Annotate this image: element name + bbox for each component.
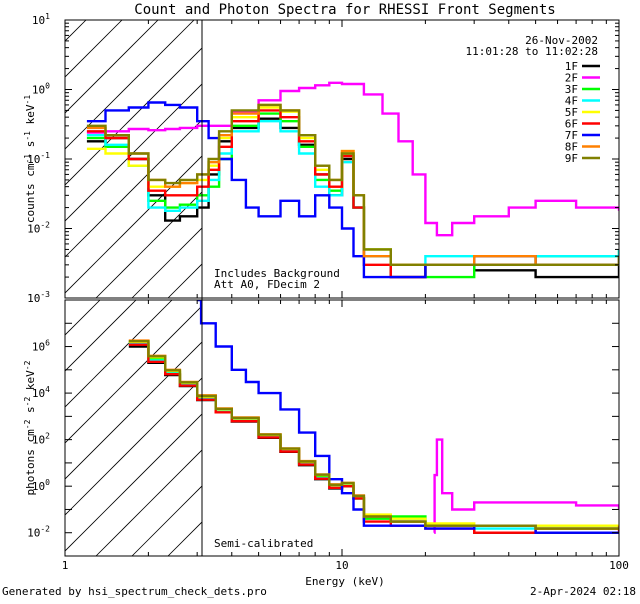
y-tick-exponent: -3 [40, 290, 50, 299]
hatch-line [65, 83, 202, 222]
y-tick-exponent: 0 [45, 478, 50, 487]
legend-label-5F: 5F [565, 106, 578, 119]
count-y-tick-label: 10-3 [27, 290, 50, 305]
hatch-line [204, 256, 504, 556]
background-annotation: Includes Background [214, 267, 340, 280]
photon-y-tick-label: 10-2 [27, 525, 50, 540]
hatch-line [384, 256, 640, 556]
y-tick-exponent: 4 [45, 385, 50, 394]
hatched-region-bottom [0, 256, 640, 556]
chart-title: Count and Photon Spectra for RHESSI Fron… [134, 2, 555, 18]
photon-y-axis-label: photons cm-2 s-2 keV-2 [23, 360, 37, 495]
date-annotation: 26-Nov-2002 [525, 34, 598, 47]
count-series-9F [86, 103, 619, 266]
photon-series-group [128, 300, 619, 534]
hatch-line [95, 449, 202, 556]
count-series-2F [86, 81, 619, 237]
photon-series-2F [433, 438, 619, 534]
hatch-line [167, 521, 202, 556]
x-tick-label: 1 [62, 559, 69, 572]
hatch-line [131, 227, 202, 298]
hatch-line [312, 256, 612, 556]
hatch-line [167, 263, 202, 298]
x-tick-label: 100 [609, 559, 629, 572]
y-tick-exponent: 1 [45, 12, 50, 21]
hatch-line [65, 341, 202, 480]
hatch-line [65, 377, 202, 516]
hatch-line [276, 256, 576, 556]
hatch-line [95, 191, 202, 298]
hatch-line [65, 155, 202, 294]
hatch-line [65, 413, 202, 552]
hatch-line [65, 300, 173, 408]
hatch-line [65, 20, 159, 114]
hatch-line [65, 300, 101, 336]
y-tick-exponent: -2 [40, 221, 50, 230]
y-tick-exponent: -2 [40, 525, 50, 534]
hatch-line [348, 256, 640, 556]
legend-label-6F: 6F [565, 118, 578, 131]
hatch-line [65, 20, 195, 150]
x-axis-label: Energy (keV) [305, 575, 384, 588]
y-tick-exponent: -1 [40, 151, 50, 160]
hatch-line [131, 485, 202, 556]
hatch-line [0, 256, 108, 556]
photon-plot-frame [64, 299, 620, 557]
photon-series-7F [197, 300, 619, 534]
footer-generated: Generated by hsi_spectrum_check_dets.pro [2, 585, 267, 598]
hatch-line [240, 256, 540, 556]
attenuator-annotation: Att A0, FDecim 2 [214, 278, 320, 291]
footer-date: 2-Apr-2024 02:18 [530, 585, 636, 598]
count-series-7F [86, 101, 619, 279]
hatch-line [65, 300, 137, 372]
legend-label-4F: 4F [565, 95, 578, 108]
legend-label-8F: 8F [565, 141, 578, 154]
hatch-line [65, 20, 123, 78]
y-tick-exponent: 2 [45, 432, 50, 441]
count-y-tick-label: 100 [32, 82, 50, 97]
legend-label-9F: 9F [565, 152, 578, 165]
photon-series-9F [128, 340, 619, 530]
calibration-annotation: Semi-calibrated [214, 537, 313, 550]
hatch-line [65, 47, 202, 186]
x-tick-label: 10 [335, 559, 348, 572]
legend-label-3F: 3F [565, 83, 578, 96]
photon-y-tick-label: 106 [32, 339, 50, 354]
legend-label-2F: 2F [565, 72, 578, 85]
y-tick-exponent: 6 [45, 339, 50, 348]
count-series-group [86, 81, 619, 279]
hatch-line [65, 119, 202, 258]
count-y-axis-label: counts cm-1 s-1 keV-1 [23, 95, 37, 223]
legend-label-1F: 1F [565, 60, 578, 73]
count-y-tick-label: 101 [32, 12, 50, 27]
hatch-line [65, 305, 202, 444]
y-tick-exponent: 0 [45, 82, 50, 91]
time-range-annotation: 11:01:28 to 11:02:28 [466, 45, 598, 58]
legend-label-7F: 7F [565, 129, 578, 142]
